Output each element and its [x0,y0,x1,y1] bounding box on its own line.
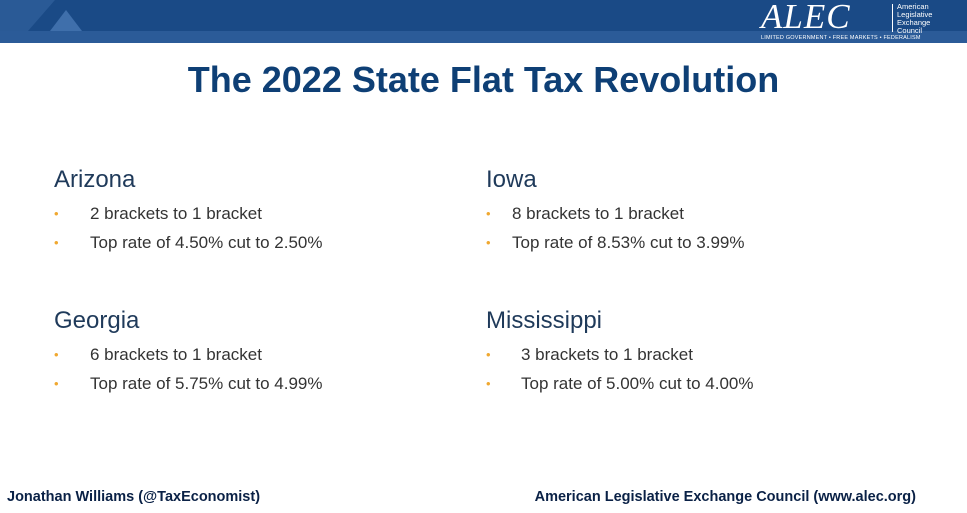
list-item: • Top rate of 8.53% cut to 3.99% [476,228,744,257]
bullet-icon: • [54,206,59,221]
state-points: • 8 brackets to 1 bracket • Top rate of 8.… [476,199,744,257]
list-item: • Top rate of 4.50% cut to 2.50% [54,228,322,257]
bullet-icon: • [54,376,59,391]
state-name: Arizona [54,166,136,193]
state-block-arizona: Arizona • 2 brackets to 1 bracket • Top ra… [54,166,322,257]
list-item: • 6 brackets to 1 bracket [54,340,322,369]
bullet-icon: • [54,347,59,362]
bullet-icon: • [486,376,491,391]
list-item: • 8 brackets to 1 bracket [476,199,744,228]
state-name: Georgia [54,307,140,334]
bullet-icon: • [486,206,491,221]
state-name: Mississippi [486,307,603,334]
state-points: • 2 brackets to 1 bracket • Top rate of 4.… [54,199,322,257]
logo-fullname-line: Council [897,26,923,35]
state-block-georgia: Georgia • 6 brackets to 1 bracket • Top ra… [54,307,322,398]
logo-wordmark: ALEC [761,0,851,36]
logo-fullname-line: Exchange [897,18,931,27]
logo-fullname: American Legislative Exchange Council [897,3,932,35]
bullet-icon: • [54,235,59,250]
point-text: Top rate of 5.75% cut to 4.99% [90,374,323,393]
logo-separator [892,4,893,32]
list-item: • 3 brackets to 1 bracket [486,340,753,369]
state-name: Iowa [486,166,537,193]
header-stripe [0,31,967,43]
list-item: • Top rate of 5.75% cut to 4.99% [54,369,322,398]
header-corner-decoration [0,0,82,31]
point-text: Top rate of 4.50% cut to 2.50% [90,233,323,252]
bullet-icon: • [486,235,491,250]
state-points: • 3 brackets to 1 bracket • Top rate of 5.… [486,340,753,398]
logo-fullname-line: Legislative [897,10,933,19]
list-item: • Top rate of 5.00% cut to 4.00% [486,369,753,398]
slide-title: The 2022 State Flat Tax Revolution [187,59,780,100]
state-points: • 6 brackets to 1 bracket • Top rate of 5.… [54,340,322,398]
state-block-mississippi: Mississippi • 3 brackets to 1 bracket • To… [486,307,753,398]
point-text: Top rate of 8.53% cut to 3.99% [512,233,745,252]
alec-logo: ALEC American Legislative Exchange Counc… [761,0,961,43]
point-text: 2 brackets to 1 bracket [90,204,262,223]
footer-organization: American Legislative Exchange Council (w… [534,489,916,505]
point-text: 3 brackets to 1 bracket [521,345,693,364]
logo-fullname-line: American [897,2,929,11]
point-text: 6 brackets to 1 bracket [90,345,262,364]
footer-author: Jonathan Williams (@TaxEconomist) [7,489,261,505]
point-text: 8 brackets to 1 bracket [512,204,684,223]
point-text: Top rate of 5.00% cut to 4.00% [521,374,754,393]
logo-tagline: LIMITED GOVERNMENT • FREE MARKETS • FEDE… [761,35,921,41]
bullet-icon: • [486,347,491,362]
header-bar: ALEC American Legislative Exchange Counc… [0,0,967,43]
state-block-iowa: Iowa • 8 brackets to 1 bracket • Top rate … [476,166,744,257]
list-item: • 2 brackets to 1 bracket [54,199,322,228]
